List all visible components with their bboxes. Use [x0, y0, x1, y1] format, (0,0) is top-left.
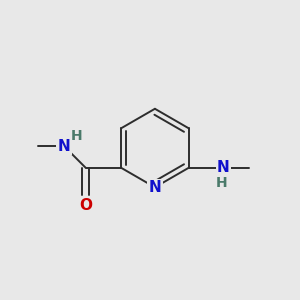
Text: H: H: [215, 176, 227, 190]
Text: N: N: [58, 139, 70, 154]
Text: H: H: [71, 129, 82, 143]
Text: O: O: [79, 198, 92, 213]
Text: N: N: [148, 180, 161, 195]
Text: N: N: [217, 160, 230, 175]
